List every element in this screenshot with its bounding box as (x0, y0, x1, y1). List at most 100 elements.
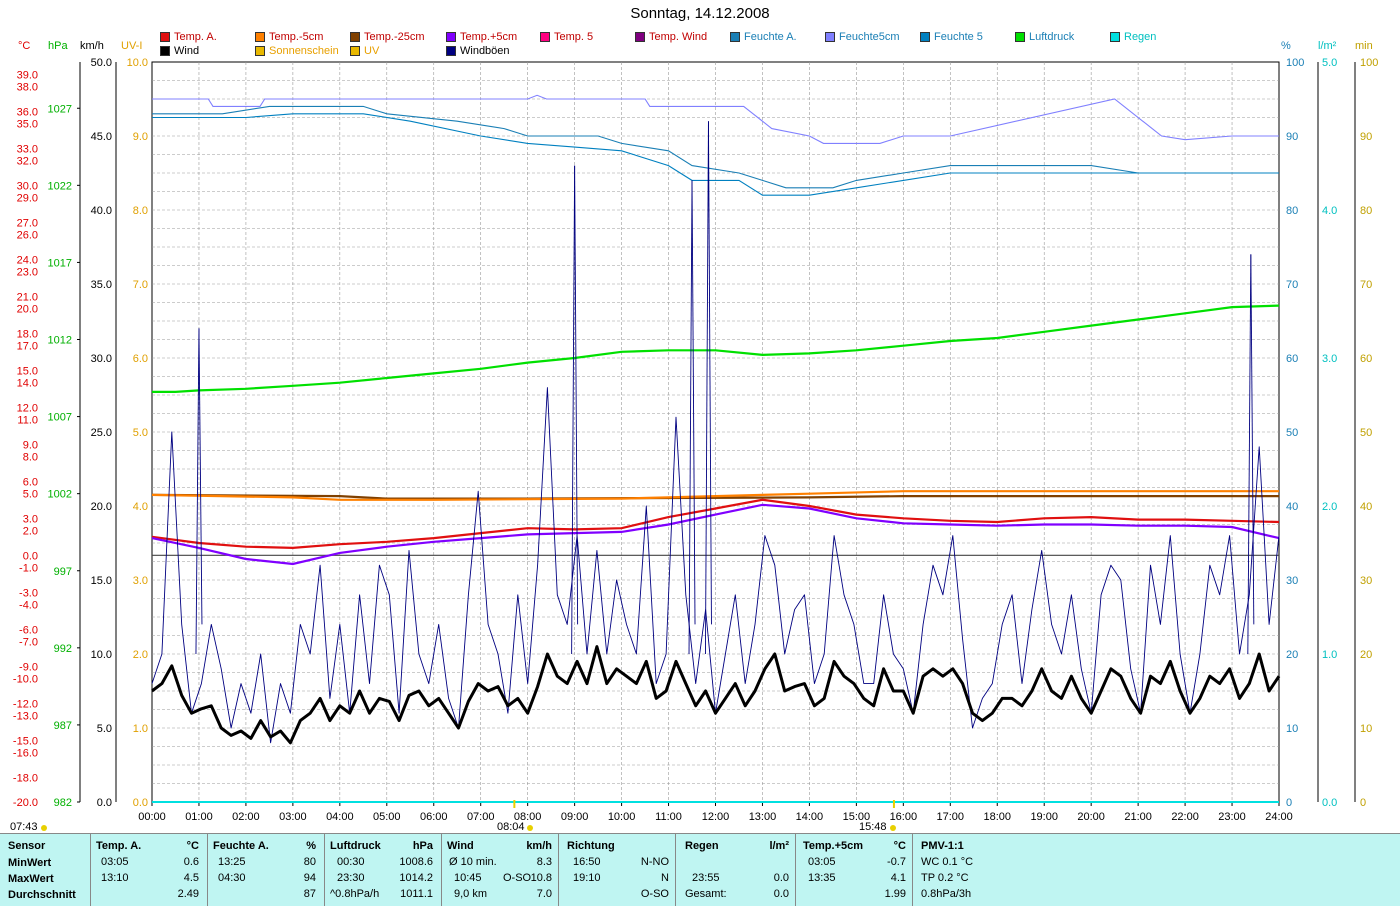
temp-a-header: Temp. A. (96, 840, 142, 852)
time-tick-label: 14:00 (796, 811, 824, 823)
legend-label: Temp.-5cm (269, 31, 324, 43)
humidity-tick-label: 70 (1286, 279, 1298, 291)
pressure-tick-label: 1002 (48, 489, 72, 501)
temp-a-max-time: 13:10 (101, 872, 129, 884)
wind-tick-label: 40.0 (91, 205, 112, 217)
temp-plus5-min-time: 03:05 (808, 856, 836, 868)
time-tick-label: 09:00 (561, 811, 589, 823)
maxwert-label: MaxWert (8, 873, 54, 885)
rain-unit: l/m² (769, 840, 789, 852)
temp-tick-label: 5.0 (23, 489, 38, 501)
temp-tick-label: 32.0 (17, 156, 38, 168)
legend-swatch (350, 46, 360, 56)
sensor-label: Sensor (8, 840, 46, 852)
sunset-dot (890, 825, 896, 831)
series-temp-5cm (151, 490, 1279, 501)
legend-item: Feuchte A. (730, 31, 797, 43)
temp-tick-label: -6.0 (19, 624, 38, 636)
gust-peak (198, 328, 203, 625)
time-tick-label: 23:00 (1218, 811, 1246, 823)
humidity-unit: % (306, 840, 316, 852)
temp-tick-label: 35.0 (17, 119, 38, 131)
legend-item: Wind (160, 45, 199, 57)
temp-unit-label: °C (18, 40, 31, 52)
temp-tick-label: 26.0 (17, 230, 38, 242)
series-temp-a- (151, 498, 1280, 550)
pressure-tick-label: 1022 (48, 180, 72, 192)
pmv-windchill: WC 0.1 °C (921, 856, 974, 868)
uv-tick-label: 6.0 (133, 353, 148, 365)
humidity-tick-label: 20 (1286, 649, 1298, 661)
time-tick-label: 00:00 (138, 811, 166, 823)
humidity-tick-label: 50 (1286, 427, 1298, 439)
humidity-header: Feuchte A. (213, 840, 269, 852)
humidity-tick-label: 60 (1286, 353, 1298, 365)
legend-item: UV (350, 45, 379, 57)
wind-avg10: 8.3 (536, 856, 552, 868)
time-tick-label: 07:00 (467, 811, 495, 823)
legend-label: Temp. A. (174, 31, 217, 43)
uv-tick-label: 2.0 (133, 649, 148, 661)
sunrise-time: 07:43 (10, 821, 38, 833)
pmv-trend: 0.8hPa/3h (921, 888, 972, 900)
temp-tick-label: 12.0 (17, 402, 38, 414)
pressure-tick-label: 1017 (48, 257, 72, 269)
temp-plus5-avg: 1.99 (884, 888, 906, 900)
rain-max: 0.0 (773, 872, 789, 884)
temp-tick-label: -18.0 (13, 772, 38, 784)
wind-tick-label: 20.0 (91, 501, 112, 513)
uv-tick-label: 7.0 (133, 279, 148, 291)
rain-tick-label: 5.0 (1322, 57, 1337, 69)
wind-distance: 9,0 km (454, 888, 488, 900)
legend-item: Sonnenschein (255, 45, 339, 57)
legend-label: Feuchte 5 (934, 31, 983, 43)
pmv-column: PMV-1:1 WC 0.1 °C TP 0.2 °C 0.8hPa/3h (912, 834, 1400, 906)
series-feuchte-a- (152, 105, 1279, 189)
temp-tick-label: -9.0 (19, 661, 38, 673)
temp-tick-label: 15.0 (17, 365, 38, 377)
wind-header: Wind (447, 840, 474, 852)
humidity-column: Feuchte A. % 13:25 80 04:30 94 87 (207, 834, 324, 906)
time-tick-label: 02:00 (232, 811, 260, 823)
wind-tick-label: 45.0 (91, 131, 112, 143)
temp-tick-label: 3.0 (23, 513, 38, 525)
sunset-time: 15:48 (859, 821, 887, 833)
temp-tick-label: 33.0 (17, 143, 38, 155)
temp-tick-label: 17.0 (17, 341, 38, 353)
legend-swatch (160, 32, 170, 42)
legend-item: Feuchte5cm (825, 31, 900, 43)
sun-tick-label: 80 (1360, 205, 1372, 217)
sun-tick-label: 60 (1360, 353, 1372, 365)
temp-tick-label: 36.0 (17, 106, 38, 118)
gust-peak (1250, 254, 1255, 625)
humidity-min-time: 13:25 (218, 856, 246, 868)
time-tick-label: 01:00 (185, 811, 213, 823)
humidity-tick-label: 30 (1286, 575, 1298, 587)
press-unit-label: hPa (48, 40, 68, 52)
time-tick-label: 17:00 (937, 811, 965, 823)
pressure-max-time: 23:30 (337, 872, 365, 884)
temp-tick-label: -12.0 (13, 698, 38, 710)
pressure-min: 1008.6 (399, 856, 433, 868)
legend-swatch (255, 46, 265, 56)
legend-swatch (920, 32, 930, 42)
uv-unit-label: UV-I (121, 40, 143, 52)
temp-tick-label: 39.0 (17, 69, 38, 81)
pressure-tick-label: 997 (54, 566, 72, 578)
legend-label: UV (364, 45, 380, 57)
series-wind (151, 645, 1281, 745)
legend-item: Temp.-25cm (350, 31, 425, 43)
time-tick-label: 06:00 (420, 811, 448, 823)
wind-avg: 7.0 (536, 888, 552, 900)
legend-swatch (160, 46, 170, 56)
humidity-tick-label: 10 (1286, 723, 1298, 735)
temp-plus5-max-time: 13:35 (808, 872, 836, 884)
wind-tick-label: 25.0 (91, 427, 112, 439)
sun-tick-label: 100 (1360, 57, 1378, 69)
pressure-tick-label: 1007 (48, 412, 72, 424)
uv-tick-label: 9.0 (133, 131, 148, 143)
noon-dot (527, 825, 533, 831)
temp-tick-label: -10.0 (13, 674, 38, 686)
temp-tick-label: 30.0 (17, 180, 38, 192)
temp-a-min: 0.6 (183, 856, 199, 868)
